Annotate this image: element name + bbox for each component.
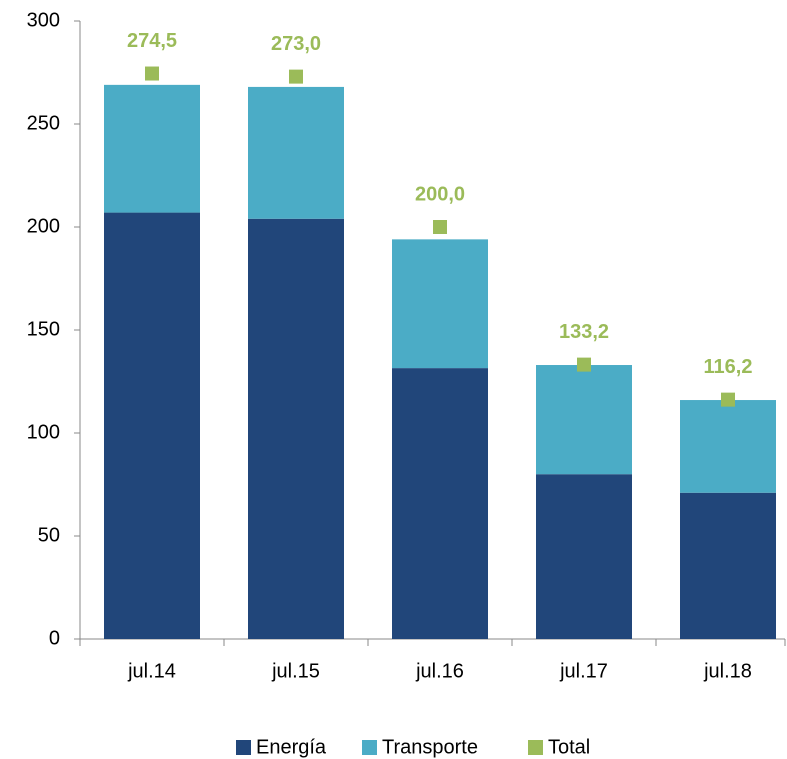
y-tick-label: 150 (27, 318, 60, 340)
y-tick-label: 250 (27, 112, 60, 134)
bar-segment (680, 400, 776, 493)
y-tick-label: 50 (38, 524, 60, 546)
bar-segment (536, 365, 632, 475)
legend-label: Energía (256, 736, 327, 758)
y-tick-label: 200 (27, 215, 60, 237)
bar-segment (536, 474, 632, 639)
total-marker (577, 357, 591, 372)
bar-segment (248, 218, 344, 639)
total-marker (721, 392, 735, 407)
bar-segment (392, 239, 488, 369)
bar-segment (680, 492, 776, 639)
y-tick-label: 100 (27, 421, 60, 443)
y-tick-label: 0 (49, 627, 60, 649)
data-label: 133,2 (559, 321, 609, 343)
bar-segment (104, 212, 200, 639)
total-marker (145, 66, 159, 81)
legend-swatch (236, 740, 251, 755)
x-tick-label: jul.15 (271, 660, 320, 682)
x-tick-label: jul.18 (703, 660, 752, 682)
total-marker (289, 69, 303, 84)
data-label: 274,5 (127, 30, 177, 52)
legend-label: Transporte (382, 736, 478, 758)
data-label: 116,2 (704, 356, 753, 378)
x-tick-label: jul.14 (127, 660, 176, 682)
bar-segment (104, 84, 200, 213)
bar-segment (248, 86, 344, 219)
legend-label: Total (548, 736, 590, 758)
legend-swatch (528, 740, 543, 755)
y-tick-label: 300 (27, 9, 60, 31)
bar-segment (392, 368, 488, 639)
total-marker (433, 220, 447, 234)
x-tick-label: jul.17 (559, 660, 608, 682)
data-label: 273,0 (271, 33, 321, 55)
x-tick-label: jul.16 (415, 660, 464, 682)
data-label: 200,0 (415, 183, 465, 205)
legend-swatch (362, 740, 377, 755)
